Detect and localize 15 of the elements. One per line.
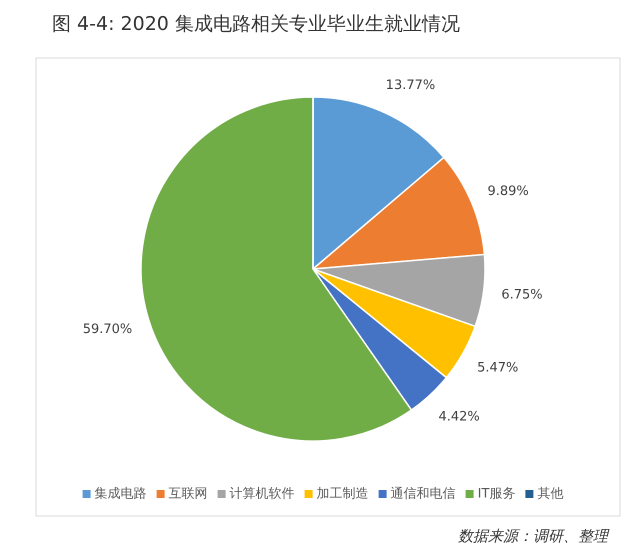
data-label: 13.77%	[386, 78, 436, 94]
data-label: 9.89%	[487, 184, 529, 199]
legend-label: 计算机软件	[230, 486, 295, 502]
source-note: 数据来源：调研、整理	[458, 527, 610, 545]
data-label: 59.70%	[82, 322, 132, 338]
legend-label: 互联网	[168, 486, 208, 502]
legend-label: 通信和电信	[390, 486, 456, 502]
legend-label: IT服务	[478, 486, 516, 502]
data-label: 5.47%	[477, 360, 518, 376]
legend-label: 集成电路	[94, 486, 147, 502]
legend-label: 其他	[537, 486, 564, 502]
data-label: 4.42%	[438, 410, 480, 425]
data-label: 6.75%	[501, 287, 543, 302]
legend-label: 加工制造	[316, 486, 369, 502]
chart-title: 图 4-4: 2020 集成电路相关专业毕业生就业情况	[52, 13, 460, 35]
